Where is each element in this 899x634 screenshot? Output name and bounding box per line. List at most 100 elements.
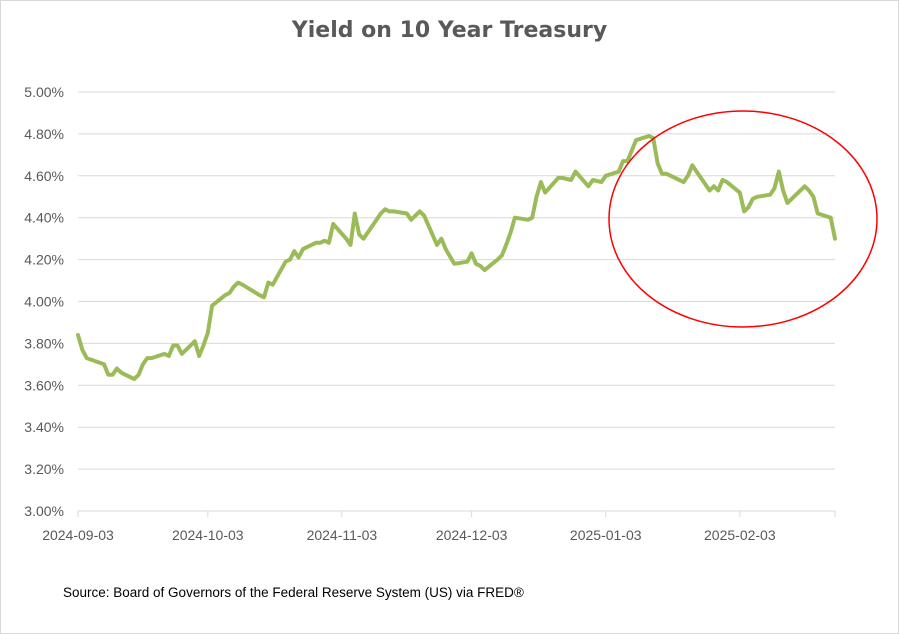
data-point	[605, 175, 607, 177]
data-point	[773, 187, 775, 189]
data-point	[717, 190, 719, 191]
data-point	[808, 190, 810, 191]
data-point	[514, 217, 516, 219]
data-point	[691, 164, 693, 166]
data-point	[319, 242, 321, 244]
data-point	[120, 372, 122, 374]
chart-title: Yield on 10 Year Treasury	[291, 18, 608, 43]
data-point	[557, 177, 559, 179]
data-point	[713, 185, 715, 187]
data-point	[722, 179, 723, 181]
data-point	[328, 242, 330, 244]
data-point	[440, 238, 442, 240]
data-point	[224, 294, 226, 296]
data-point	[146, 357, 148, 359]
data-point	[194, 340, 196, 342]
data-point	[834, 238, 836, 240]
data-point	[436, 244, 438, 246]
data-point	[133, 378, 135, 380]
data-point	[536, 196, 537, 198]
data-point	[739, 192, 741, 194]
data-point	[332, 223, 334, 225]
data-point	[138, 374, 140, 376]
data-point	[817, 213, 819, 214]
data-point	[81, 349, 83, 351]
data-point	[77, 334, 79, 336]
data-point	[501, 254, 503, 256]
data-point	[748, 206, 749, 208]
data-point	[618, 171, 620, 173]
data-point	[324, 240, 326, 242]
data-point	[466, 261, 468, 263]
data-point	[168, 355, 170, 357]
data-point	[683, 181, 685, 183]
data-point	[570, 179, 572, 181]
data-point	[350, 244, 351, 246]
y-tick-label: 5.00%	[24, 84, 64, 100]
data-point	[600, 181, 602, 183]
data-point	[531, 217, 533, 219]
data-point	[263, 296, 265, 298]
data-point	[410, 219, 412, 221]
data-point	[635, 139, 637, 141]
data-point	[497, 259, 499, 261]
data-point	[626, 160, 628, 162]
data-point	[661, 173, 663, 175]
data-point	[687, 175, 689, 177]
y-tick-label: 3.60%	[24, 377, 64, 393]
data-point	[285, 261, 287, 263]
x-tick-label: 2024-09-03	[42, 527, 114, 543]
data-point	[756, 196, 758, 198]
data-point	[202, 345, 204, 346]
y-tick-label: 4.40%	[24, 210, 64, 226]
data-point	[177, 345, 178, 346]
data-point	[696, 171, 698, 173]
data-point	[363, 238, 364, 240]
data-point	[172, 345, 174, 346]
data-point	[782, 190, 784, 191]
data-point	[778, 171, 780, 173]
data-point	[648, 135, 650, 137]
data-point	[406, 213, 408, 214]
data-point	[830, 217, 832, 219]
data-point	[484, 269, 486, 271]
data-point	[453, 263, 455, 265]
data-point	[345, 238, 347, 240]
data-point	[151, 357, 152, 359]
data-point	[116, 368, 118, 369]
data-point	[315, 242, 317, 244]
data-point	[622, 160, 624, 162]
data-point	[293, 250, 295, 252]
data-point	[475, 263, 477, 265]
y-tick-label: 3.80%	[24, 335, 64, 351]
data-point	[592, 179, 594, 181]
data-point	[743, 210, 745, 212]
data-point	[289, 259, 291, 261]
data-point	[384, 208, 386, 210]
data-point	[272, 284, 274, 286]
data-point	[228, 292, 230, 294]
data-point	[358, 234, 360, 235]
data-point	[267, 282, 269, 284]
data-point	[86, 357, 88, 359]
data-point	[562, 177, 563, 179]
data-point	[471, 252, 473, 254]
y-tick-label: 4.60%	[24, 168, 64, 184]
data-point	[657, 162, 659, 164]
series-line	[76, 134, 837, 381]
data-point	[354, 213, 356, 214]
x-tick-label: 2024-10-03	[172, 527, 244, 543]
y-tick-label: 4.20%	[24, 252, 64, 268]
data-point	[112, 374, 114, 376]
data-point	[207, 332, 209, 334]
data-point	[769, 194, 771, 196]
data-point	[527, 219, 529, 221]
data-point	[198, 355, 200, 357]
data-point	[419, 210, 421, 212]
data-point	[380, 213, 382, 214]
data-point	[510, 231, 512, 233]
data-point	[259, 294, 261, 296]
data-point	[540, 181, 542, 183]
data-point	[181, 353, 183, 355]
